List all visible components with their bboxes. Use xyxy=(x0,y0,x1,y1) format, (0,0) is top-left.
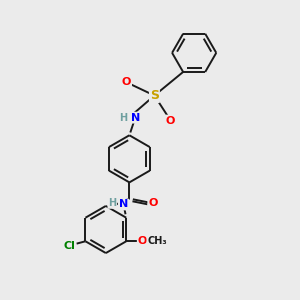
Text: CH₃: CH₃ xyxy=(147,236,167,246)
Text: S: S xyxy=(150,89,159,102)
Text: O: O xyxy=(122,77,131,87)
Text: N: N xyxy=(131,112,140,123)
Text: O: O xyxy=(148,198,158,208)
Text: H: H xyxy=(108,198,116,208)
Text: O: O xyxy=(138,236,147,246)
Text: N: N xyxy=(119,200,128,209)
Text: Cl: Cl xyxy=(63,241,75,251)
Text: H: H xyxy=(119,112,128,123)
Text: O: O xyxy=(166,116,175,126)
